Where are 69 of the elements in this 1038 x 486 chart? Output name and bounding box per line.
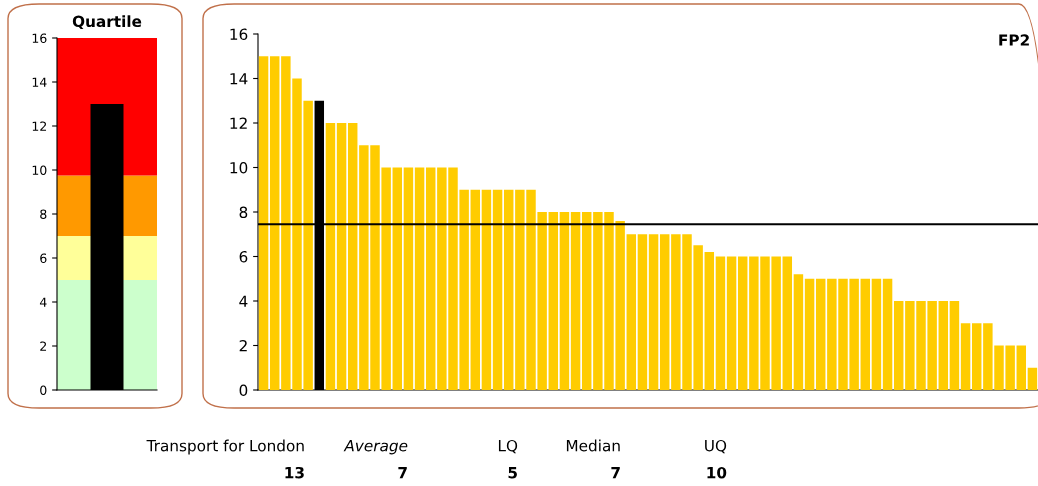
- bar: [548, 212, 559, 390]
- bar: [503, 189, 514, 390]
- text: Average: [343, 440, 408, 455]
- y-tick-label: 2: [239, 339, 247, 352]
- y-tick-label: 10: [230, 161, 248, 174]
- y-tick-label: 10: [32, 165, 47, 175]
- bar: [960, 323, 971, 390]
- bar: [626, 234, 637, 390]
- bar: [581, 212, 592, 390]
- bar: [570, 212, 581, 390]
- y-tick-label: 6: [239, 250, 248, 263]
- y-tick-label: 12: [32, 121, 47, 131]
- bar: [392, 167, 403, 390]
- y-tick-label: 8: [40, 209, 47, 219]
- text: Median: [566, 439, 620, 452]
- chart-title: FP2: [999, 34, 1029, 46]
- bar: [882, 278, 893, 390]
- y-tick-label: 14: [230, 73, 248, 85]
- bar: [815, 278, 826, 390]
- bar: [893, 301, 904, 390]
- y-tick-label: 8: [239, 206, 248, 219]
- y-tick-label: 12: [230, 117, 247, 129]
- y-tick-label: 16: [32, 33, 47, 43]
- bar: [470, 189, 481, 390]
- bar: [860, 278, 871, 390]
- text: 5: [508, 467, 517, 479]
- bar: [971, 323, 982, 390]
- bar: [258, 56, 269, 390]
- bar: [1016, 345, 1027, 390]
- bar: [804, 278, 815, 390]
- text: 7: [398, 467, 407, 479]
- y-tick-label: 2: [40, 341, 47, 351]
- bar: [481, 189, 492, 390]
- bar: [336, 123, 347, 390]
- bar: [414, 167, 425, 390]
- text: LQ: [498, 439, 518, 454]
- bar: [715, 256, 726, 390]
- y-tick-label: 6: [40, 253, 47, 263]
- bar: [659, 234, 670, 390]
- bar: [871, 278, 882, 390]
- bar: [704, 252, 715, 390]
- bar: [726, 256, 737, 390]
- text: 7: [611, 467, 620, 479]
- chart-title: Quartile: [72, 15, 142, 30]
- bar: [1027, 367, 1038, 390]
- bar: [938, 301, 949, 390]
- bar: [793, 274, 804, 390]
- bar: [637, 234, 648, 390]
- bar: [492, 189, 503, 390]
- bar: [949, 301, 960, 390]
- text: 13: [285, 466, 304, 479]
- bar: [425, 167, 436, 390]
- y-tick-label: 4: [39, 297, 47, 307]
- bar: [648, 234, 659, 390]
- y-tick-label: 4: [239, 295, 248, 307]
- y-tick-label: 0: [40, 385, 47, 395]
- text: Transport for London: [146, 439, 304, 455]
- y-tick-label: 16: [230, 28, 248, 41]
- y-tick-label: 14: [32, 77, 47, 87]
- bar: [737, 256, 748, 390]
- text: UQ: [705, 439, 727, 454]
- bar: [782, 256, 793, 390]
- bar: [559, 212, 570, 390]
- bar: [347, 123, 358, 390]
- text: 10: [707, 466, 727, 479]
- y-tick-label: 0: [239, 384, 248, 397]
- bar: [403, 167, 414, 390]
- bar: [325, 123, 336, 390]
- bar: [269, 56, 280, 390]
